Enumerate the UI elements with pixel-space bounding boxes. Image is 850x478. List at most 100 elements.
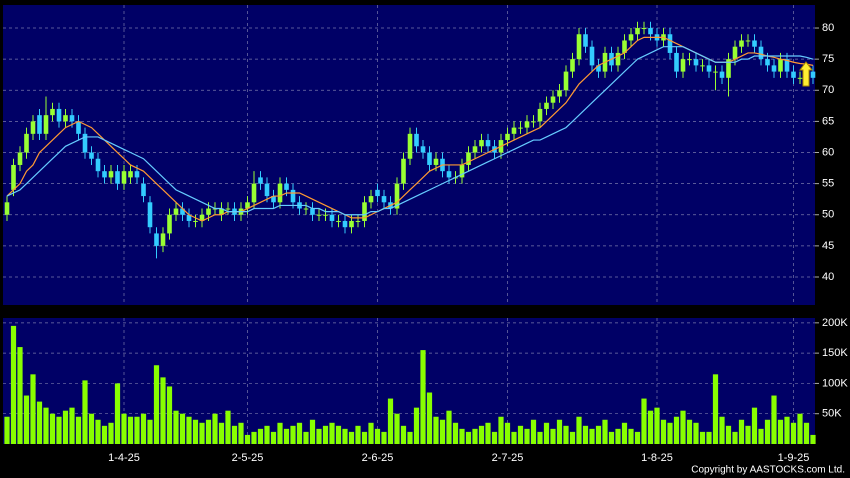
volume-bar [75, 416, 82, 444]
candle-body [745, 40, 751, 42]
candle-body [277, 183, 283, 203]
candle-body [505, 133, 510, 141]
candle-body [76, 121, 81, 134]
candle-body [641, 28, 647, 30]
volume-bar [36, 401, 43, 444]
x-tick-label: 1-9-25 [778, 452, 810, 464]
volume-bar [771, 395, 777, 444]
candle-body [758, 46, 764, 60]
volume-bar [576, 416, 582, 444]
candle-body [82, 133, 88, 153]
volume-bar [511, 431, 517, 444]
candle-body [732, 46, 738, 60]
volume-bar [706, 431, 712, 444]
volume-bar [777, 419, 784, 444]
candle-body [557, 90, 562, 97]
candle-body [368, 196, 374, 203]
volume-bar [147, 419, 153, 444]
candle-body [635, 28, 640, 35]
volume-bar [179, 413, 186, 444]
last-price-arrow [799, 61, 813, 87]
volume-bar [264, 425, 270, 444]
volume-bar [56, 416, 62, 444]
volume-bar [160, 377, 166, 444]
volume-bar [95, 419, 101, 444]
volume-bar [563, 425, 569, 444]
volume-bar [420, 350, 426, 444]
candle-body [206, 208, 211, 215]
candle-body [290, 189, 296, 203]
candle-body [394, 183, 400, 209]
candle-body [258, 177, 263, 184]
candle-body [427, 152, 432, 165]
candle-body [310, 208, 315, 215]
volume-bar [517, 425, 524, 444]
volume-bar [485, 422, 491, 444]
volume-bar [62, 410, 69, 444]
volume-bar [615, 428, 621, 444]
volume-bar [732, 431, 738, 444]
volume-bar [316, 428, 322, 444]
volume-bar [426, 392, 433, 444]
volume-bar [641, 398, 647, 444]
volume-bar [69, 407, 75, 444]
volume-bar [329, 422, 335, 444]
volume-bar [758, 428, 764, 444]
candle-body [511, 127, 517, 134]
volume-bar [374, 428, 381, 444]
candle-body [687, 59, 692, 61]
candle-body [342, 220, 348, 228]
candle-body [24, 133, 29, 153]
volume-bar [231, 425, 238, 444]
candle-body [89, 152, 94, 159]
volume-bar [654, 407, 660, 444]
volume-bar [88, 413, 95, 444]
y-tick-label: 50K [822, 408, 842, 420]
candle-body [550, 96, 556, 103]
candle-body [193, 220, 198, 222]
volume-bar [673, 416, 680, 444]
volume-bar [82, 380, 88, 444]
candle-body [797, 77, 803, 79]
volume-bar [49, 413, 56, 444]
volume-bar [699, 431, 706, 444]
candle-body [375, 189, 380, 197]
y-tick-label: 40 [822, 271, 834, 283]
candle-body [37, 115, 42, 134]
volume-bar [608, 431, 615, 444]
volume-bar [550, 428, 556, 444]
x-tick-label: 1-4-25 [108, 452, 140, 464]
volume-bar [452, 422, 459, 444]
volume-bar [446, 410, 452, 444]
volume-bar [621, 422, 628, 444]
candle-body [667, 34, 673, 53]
volume-bar [23, 395, 30, 444]
volume-bar [725, 425, 732, 444]
volume-bar [810, 434, 816, 444]
candle-body [95, 158, 101, 172]
volume-bar [218, 422, 225, 444]
candle-body [765, 59, 770, 66]
volume-bar [764, 419, 771, 444]
volume-bar [439, 419, 446, 444]
volume-bar [504, 422, 511, 444]
candle-body [134, 171, 140, 178]
y-tick-label: 55 [822, 178, 834, 190]
candle-body [615, 52, 621, 66]
volume-bar [225, 410, 231, 444]
candle-body [459, 164, 465, 178]
candle-body [147, 202, 153, 228]
volume-bar [114, 383, 121, 444]
volume-bar [238, 422, 244, 444]
candle-body [648, 28, 653, 35]
candle-body [186, 214, 192, 221]
candle-body [706, 65, 712, 72]
candle-body [466, 152, 471, 165]
volume-bar [186, 416, 192, 444]
candle-body [323, 214, 328, 216]
volume-bar [101, 425, 108, 444]
volume-bar [784, 416, 790, 444]
volume-bar [270, 431, 277, 444]
candle-body [479, 140, 484, 147]
candle-body [173, 208, 179, 215]
